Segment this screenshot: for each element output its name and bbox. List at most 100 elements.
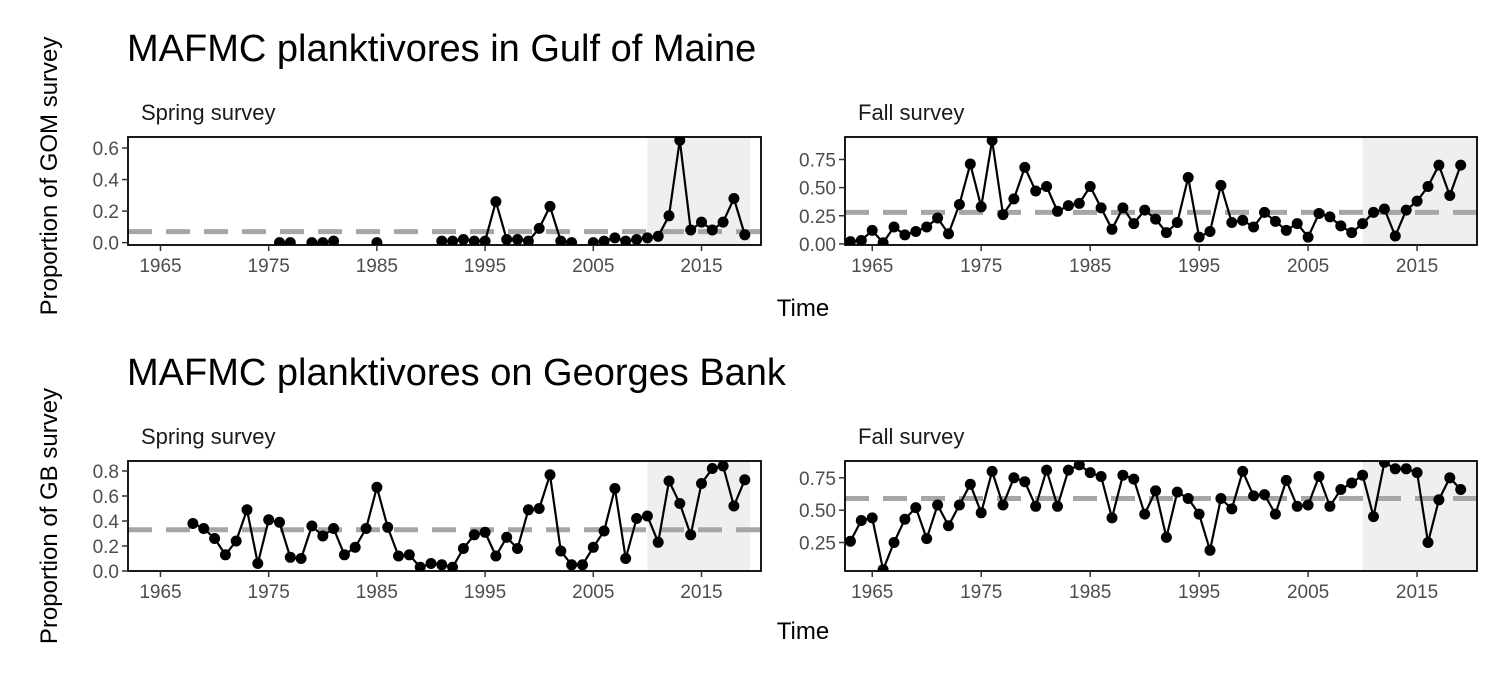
data-point bbox=[317, 237, 329, 245]
data-point bbox=[652, 230, 664, 242]
x-tick-label: 1965 bbox=[851, 582, 893, 603]
data-point bbox=[1128, 473, 1140, 485]
data-point bbox=[533, 503, 545, 514]
data-point bbox=[317, 530, 329, 542]
y-tick-label: 0.0 bbox=[93, 234, 119, 255]
data-point bbox=[403, 549, 415, 561]
data-point bbox=[263, 514, 275, 526]
data-point bbox=[964, 158, 976, 170]
chart-title-gom: MAFMC planktivores in Gulf of Maine bbox=[127, 28, 756, 70]
data-point bbox=[1302, 231, 1314, 243]
x-tick-label: 1985 bbox=[1069, 256, 1111, 277]
data-point bbox=[490, 196, 502, 208]
x-tick-label: 1965 bbox=[139, 582, 181, 603]
data-point bbox=[501, 234, 513, 245]
data-point bbox=[717, 461, 729, 472]
data-point bbox=[739, 474, 751, 486]
y-tick-label: 0.50 bbox=[799, 179, 836, 200]
recent-period-shading-gom-spring bbox=[647, 137, 751, 245]
data-point bbox=[512, 234, 523, 245]
data-point bbox=[512, 543, 523, 554]
data-point bbox=[1204, 544, 1216, 556]
data-point bbox=[1226, 217, 1238, 228]
data-point bbox=[468, 235, 480, 245]
data-point bbox=[187, 518, 199, 529]
strip-label-gom-spring: Spring survey bbox=[141, 100, 276, 125]
x-tick-label: 2015 bbox=[680, 582, 722, 603]
data-point bbox=[349, 541, 361, 553]
x-axis-label-gb: Time bbox=[777, 618, 829, 645]
data-point bbox=[663, 475, 675, 487]
x-tick-label: 2005 bbox=[572, 582, 614, 603]
data-point bbox=[1313, 208, 1325, 219]
y-tick-label: 0.4 bbox=[93, 512, 120, 533]
data-point bbox=[555, 545, 567, 557]
data-point bbox=[522, 235, 534, 245]
data-point bbox=[1444, 190, 1456, 201]
data-point bbox=[997, 499, 1009, 511]
data-point bbox=[1073, 461, 1085, 471]
data-point bbox=[631, 234, 643, 245]
x-tick-label: 1995 bbox=[1178, 582, 1220, 603]
data-point bbox=[544, 200, 556, 212]
recent-period-shading-gb-fall bbox=[1362, 461, 1477, 571]
data-point bbox=[328, 523, 340, 534]
y-tick-label: 0.50 bbox=[799, 501, 836, 522]
data-point bbox=[641, 510, 653, 522]
data-point bbox=[910, 226, 922, 237]
data-point bbox=[641, 232, 653, 244]
data-point bbox=[1269, 508, 1281, 520]
x-tick-label: 2015 bbox=[680, 256, 722, 277]
panel-border-gom-fall bbox=[844, 136, 1478, 246]
data-point bbox=[953, 199, 965, 210]
data-point bbox=[230, 535, 242, 547]
data-point bbox=[447, 235, 459, 245]
y-tick-label: 0.4 bbox=[93, 171, 120, 192]
data-point bbox=[1182, 493, 1194, 504]
data-point bbox=[544, 469, 556, 481]
data-point bbox=[1280, 224, 1292, 236]
data-point bbox=[674, 498, 686, 509]
data-point bbox=[1084, 467, 1096, 479]
panel-gb-fall: 1965 1975 1985 1995 2005 2015 0.25 0.50 0.75 bbox=[799, 460, 1478, 603]
data-point bbox=[1411, 467, 1423, 479]
panel-border-gb-spring bbox=[127, 460, 762, 572]
data-point bbox=[631, 513, 643, 524]
data-point bbox=[1139, 508, 1151, 520]
x-tick-label: 2015 bbox=[1396, 256, 1438, 277]
data-point bbox=[964, 478, 976, 490]
data-point bbox=[1237, 465, 1249, 477]
data-point bbox=[1160, 531, 1172, 543]
data-point bbox=[1389, 463, 1401, 475]
x-tick-label: 1975 bbox=[248, 582, 290, 603]
data-point bbox=[685, 224, 697, 236]
data-point bbox=[1400, 463, 1412, 475]
strip-label-gb-fall: Fall survey bbox=[858, 424, 964, 449]
data-point bbox=[943, 520, 954, 532]
panel-gom-fall: 1965 1975 1985 1995 2005 2015 0.00 0.25 0.50 0.75 bbox=[799, 136, 1478, 277]
data-point bbox=[845, 535, 856, 547]
x-tick-label: 2005 bbox=[572, 256, 614, 277]
data-point bbox=[1128, 218, 1140, 230]
data-point bbox=[587, 237, 599, 245]
panel-plot-area bbox=[845, 461, 1477, 571]
data-point bbox=[338, 549, 350, 561]
data-point bbox=[555, 235, 567, 245]
data-point bbox=[1444, 472, 1456, 484]
y-tick-label: 0.6 bbox=[93, 139, 119, 160]
data-point bbox=[1106, 512, 1118, 524]
panel-plot-area bbox=[128, 137, 761, 245]
data-point bbox=[620, 553, 632, 564]
data-point bbox=[360, 523, 372, 534]
data-point bbox=[1259, 206, 1270, 218]
data-point bbox=[685, 529, 697, 541]
panel-border-gom-spring bbox=[127, 136, 762, 246]
data-point bbox=[1346, 477, 1358, 489]
data-point bbox=[425, 558, 437, 569]
data-point bbox=[284, 551, 296, 563]
y-tick-label: 0.2 bbox=[93, 537, 119, 558]
x-tick-label: 1965 bbox=[139, 256, 181, 277]
data-point bbox=[436, 235, 448, 245]
data-point bbox=[1215, 179, 1227, 191]
